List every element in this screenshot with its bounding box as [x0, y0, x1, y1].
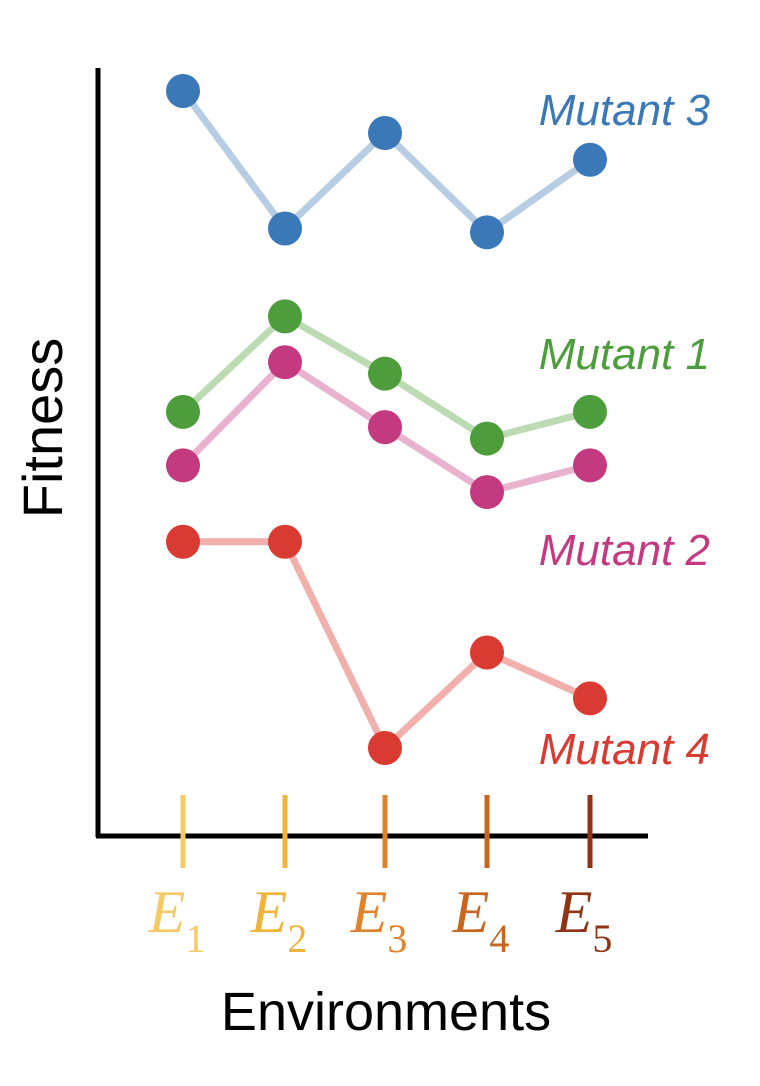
data-point: [470, 421, 504, 456]
data-point: [268, 299, 302, 334]
data-point: [268, 524, 302, 559]
series-line: [183, 538, 592, 752]
data-point: [166, 394, 200, 429]
data-point: [166, 448, 200, 483]
data-point: [268, 345, 302, 380]
data-point: [470, 475, 504, 510]
data-point: [368, 731, 402, 765]
data-point: [368, 356, 402, 391]
series-mutant-1: Mutant 1: [166, 299, 710, 456]
data-point: [268, 211, 302, 246]
x-tick-label: E5: [555, 879, 613, 961]
data-point: [470, 215, 504, 250]
data-point: [573, 681, 607, 716]
data-point: [573, 142, 607, 177]
x-tick-label: E2: [250, 879, 308, 961]
x-tick-label: E1: [148, 879, 206, 961]
data-point: [166, 74, 200, 108]
series-label: Mutant 3: [539, 86, 711, 135]
series-label: Mutant 4: [539, 725, 710, 774]
x-tick-label: E4: [452, 879, 510, 961]
series-mutant-2: Mutant 2: [166, 345, 710, 575]
data-point: [368, 116, 402, 151]
series-mutant-4: Mutant 4: [166, 524, 710, 774]
tick-layer: E1 E2 E3 E4 E5: [148, 795, 613, 961]
series-label: Mutant 2: [539, 526, 710, 575]
y-axis-label: Fitness: [11, 338, 74, 519]
series-label: Mutant 1: [539, 330, 710, 379]
x-axis-label: Environments: [221, 982, 551, 1042]
series-line: [180, 88, 593, 236]
data-point: [573, 448, 607, 483]
series-layer: Mutant 3 Mutant 1 Mutant 2 Mutant 4: [166, 74, 711, 774]
data-point: [368, 410, 402, 445]
x-tick-label: E3: [350, 879, 408, 961]
series-mutant-3: Mutant 3: [166, 74, 711, 250]
data-point: [166, 524, 200, 559]
data-point: [573, 394, 607, 429]
data-point: [470, 635, 504, 670]
